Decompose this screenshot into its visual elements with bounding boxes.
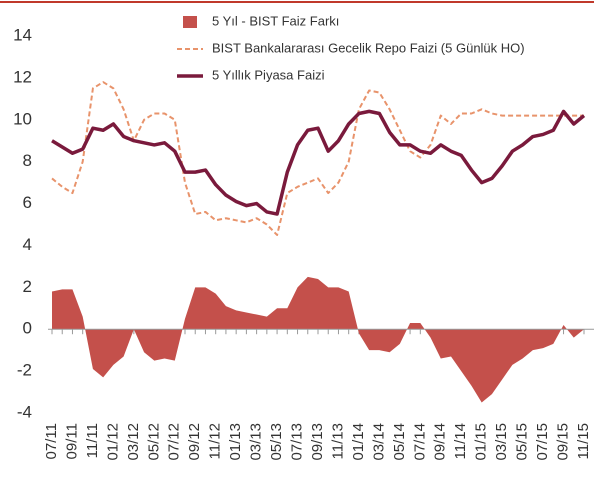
x-tick-label: 11/11 [84,423,101,458]
x-tick-label: 09/15 [555,423,572,461]
x-tick-label: 01/13 [227,423,244,461]
x-tick-label: 03/15 [493,423,510,461]
x-tick-label: 11/12 [207,423,224,459]
y-tick-label: 2 [23,277,32,296]
series-line [51,81,584,236]
x-tick-label: 05/15 [514,423,531,461]
y-tick-label: 4 [23,235,32,254]
x-tick-label: 11/14 [452,423,469,459]
x-tick-label: 11/15 [575,423,592,459]
legend-swatch [183,16,197,28]
x-tick-label: 05/14 [391,423,408,461]
x-tick-label: 09/11 [63,423,80,459]
x-tick-label: 07/14 [411,423,428,461]
x-tick-label: 09/13 [309,423,326,461]
y-tick-label: -2 [17,361,32,380]
y-tick-label: 8 [23,151,32,170]
x-tick-label: 01/15 [473,423,490,461]
legend-label: BIST Bankalararası Gecelik Repo Faizi (5… [212,40,525,55]
x-tick-label: 01/14 [350,423,367,461]
legend-label: 5 Yıllık Piyasa Faizi [212,67,325,82]
x-tick-label: 03/13 [248,423,265,461]
x-tick-label: 09/14 [432,423,449,461]
x-tick-label: 07/12 [166,423,183,461]
x-tick-label: 05/12 [145,423,162,461]
y-tick-label: 14 [13,25,32,44]
x-tick-label: 03/14 [370,423,387,461]
x-tick-label: 07/11 [43,423,60,459]
x-tick-label: 09/12 [186,423,203,461]
series-line [51,109,586,216]
y-tick-label: 0 [23,319,32,338]
x-tick-label: 07/15 [534,423,551,461]
y-tick-label: 6 [23,193,32,212]
x-tick-label: 01/12 [104,423,121,461]
spread-area [52,276,584,403]
y-tick-label: -4 [17,402,32,421]
x-tick-label: 11/13 [329,423,346,459]
x-tick-label: 05/13 [268,423,285,461]
legend-label: 5 Yıl - BIST Faiz Farkı [212,13,339,28]
y-tick-label: 12 [13,67,32,86]
x-tick-label: 07/13 [289,423,306,461]
y-tick-label: 10 [13,109,32,128]
x-tick-label: 03/12 [125,423,142,461]
